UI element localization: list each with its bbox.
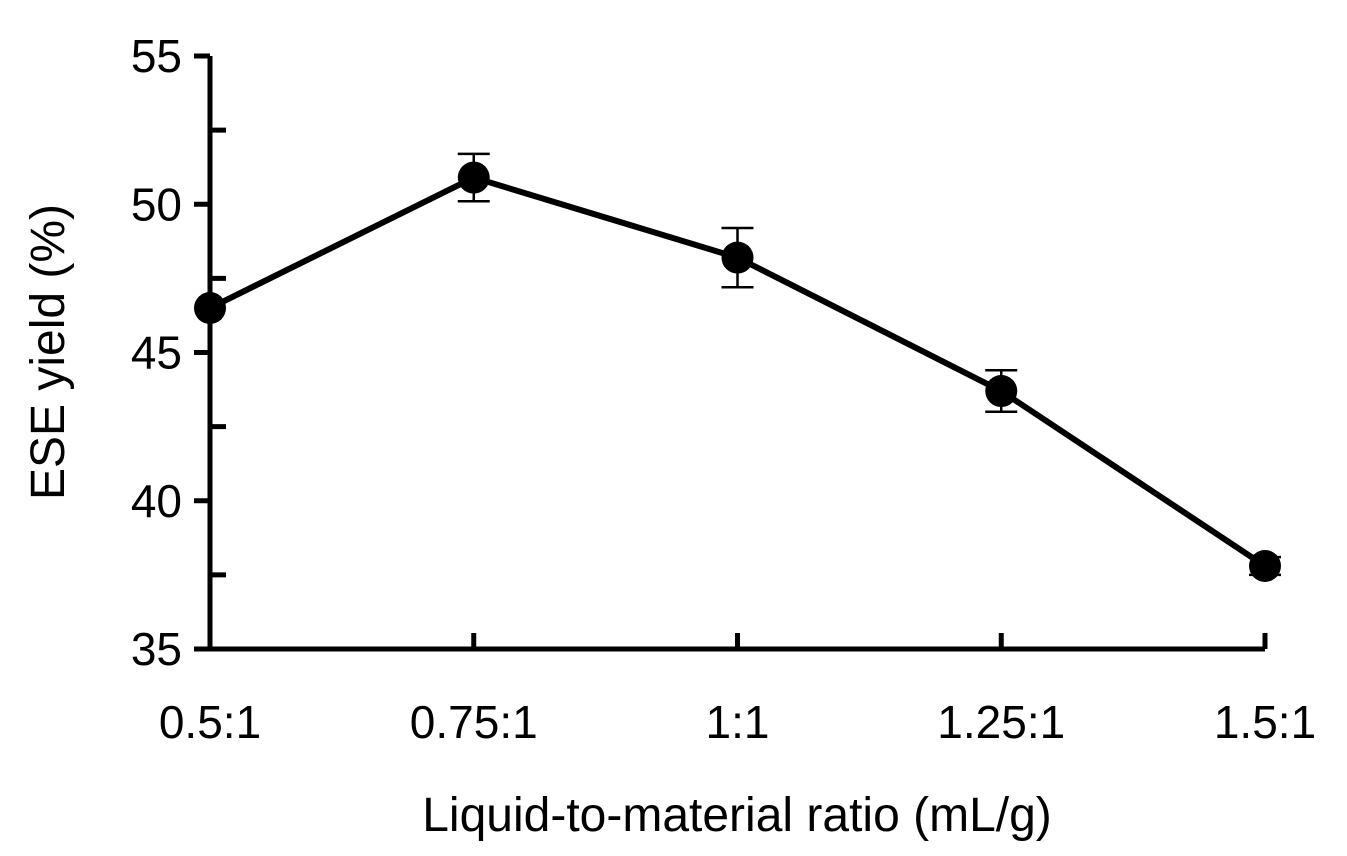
axes bbox=[207, 56, 1265, 652]
x-tick-label: 0.5:1 bbox=[159, 696, 261, 748]
x-ticks: 0.5:1 0.75:1 1:1 1.25:1 1.5:1 bbox=[159, 633, 1316, 748]
data-point bbox=[721, 241, 754, 274]
x-tick-label: 0.75:1 bbox=[410, 696, 538, 748]
data-point bbox=[457, 161, 490, 194]
error-bars bbox=[457, 152, 1281, 577]
y-tick-label: 50 bbox=[131, 178, 182, 230]
y-tick-label: 55 bbox=[131, 30, 182, 82]
data-point bbox=[1249, 549, 1281, 582]
data-points bbox=[194, 161, 1281, 582]
x-axis-title: Liquid-to-material ratio (mL/g) bbox=[422, 789, 1052, 842]
data-point bbox=[194, 292, 226, 325]
y-tick-label: 45 bbox=[131, 327, 182, 379]
x-tick-label: 1:1 bbox=[706, 696, 770, 748]
y-tick-label: 35 bbox=[131, 623, 182, 675]
y-ticks: 35 40 45 50 55 bbox=[131, 30, 226, 675]
y-tick-label: 40 bbox=[131, 475, 182, 527]
x-tick-label: 1.25:1 bbox=[937, 696, 1065, 748]
data-point bbox=[985, 375, 1018, 408]
x-tick-label: 1.5:1 bbox=[1214, 696, 1316, 748]
y-axis-title: ESE yield (%) bbox=[22, 204, 75, 500]
